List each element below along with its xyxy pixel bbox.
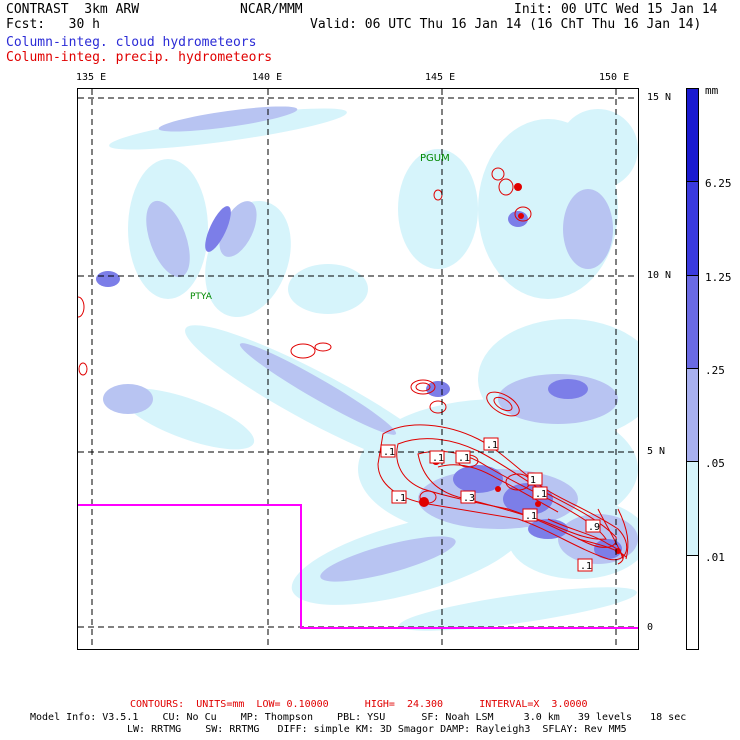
- contour-label-text: .1: [432, 453, 444, 464]
- forecast-hour: Fcst: 30 h: [6, 17, 100, 32]
- contour-label-6: .1: [483, 437, 499, 451]
- cloud-shade-mid: [103, 106, 638, 582]
- contour-label-2: .1: [391, 490, 407, 504]
- contour-label-7: 1: [527, 472, 543, 486]
- lon-label-150: 150 E: [599, 72, 630, 83]
- contour-label-8: .9: [585, 519, 601, 533]
- contour-label-text: .1: [486, 440, 498, 451]
- contour-label-text: .1: [535, 489, 547, 500]
- contour-label-4: .1: [455, 450, 471, 464]
- lon-label-135: 135 E: [76, 72, 107, 83]
- colorbar-level-4: .05: [705, 457, 725, 470]
- field-precip-legend: Column-integ. precip. hydrometeors: [6, 50, 273, 65]
- valid-time: Valid: 06 UTC Thu 16 Jan 14 (16 ChT Thu …: [310, 17, 702, 32]
- contour-label-text: .1: [383, 447, 395, 458]
- lat-label-0: 0: [647, 622, 654, 633]
- contour-label-5: .3: [460, 490, 476, 504]
- map-svg: PGUM PTYA .1 .1 .1 .1 .3 .1 1 .9 .1 .1 .…: [78, 89, 638, 649]
- place-label-ptya: PTYA: [190, 292, 213, 302]
- contour-label-10: .1: [577, 558, 593, 572]
- contour-label-11: .1: [532, 486, 548, 500]
- colorbar-bin-5: [686, 462, 699, 556]
- colorbar-level-3: .25: [705, 364, 725, 377]
- colorbar-level-1: 6.25: [705, 177, 732, 190]
- model-info-line1: Model Info: V3.5.1 CU: No Cu MP: Thompso…: [30, 712, 687, 723]
- map-panel: PGUM PTYA .1 .1 .1 .1 .3 .1 1 .9 .1 .1 .…: [77, 88, 639, 650]
- contour-label-text: .1: [394, 493, 406, 504]
- lat-label-5n: 5 N: [647, 446, 666, 457]
- colorbar-level-2: 1.25: [705, 271, 732, 284]
- lon-label-145: 145 E: [425, 72, 456, 83]
- contours-info: CONTOURS: UNITS=mm LOW= 0.10000 HIGH= 24…: [130, 699, 588, 710]
- init-time: Init: 00 UTC Wed 15 Jan 14: [514, 2, 718, 17]
- colorbar-bin-3: [686, 276, 699, 369]
- contour-label-3: .1: [429, 450, 445, 464]
- contour-label-text: .1: [458, 453, 470, 464]
- model-info-line2: LW: RRTMG SW: RRTMG DIFF: simple KM: 3D …: [127, 724, 627, 735]
- contour-label-text: .3: [463, 493, 475, 504]
- colorbar-bin-4: [686, 369, 699, 462]
- colorbar-bin-2: [686, 182, 699, 276]
- lat-label-10n: 10 N: [647, 270, 672, 281]
- field-cloud-legend: Column-integ. cloud hydrometeors: [6, 35, 257, 50]
- contour-label-text: .9: [588, 522, 600, 533]
- colorbar-units: mm: [705, 84, 719, 97]
- lat-label-15n: 15 N: [647, 92, 672, 103]
- domain-boundary: [78, 504, 638, 629]
- lon-label-140: 140 E: [252, 72, 283, 83]
- colorbar-bin-6: [686, 556, 699, 650]
- contour-label-text: 1: [530, 475, 536, 486]
- precip-contours: [78, 167, 629, 565]
- contour-label-9: .1: [522, 508, 538, 522]
- model-title: CONTRAST 3km ARW: [6, 2, 140, 17]
- place-label-pgum: PGUM: [420, 153, 450, 164]
- colorbar-level-5: .01: [705, 551, 725, 564]
- contour-label-group: .1 .1 .1 .1 .3 .1 1 .9 .1 .1 .1: [380, 437, 601, 572]
- contour-label-text: .1: [580, 561, 592, 572]
- contour-label-1: .1: [380, 444, 396, 458]
- grid-lines: [78, 89, 638, 649]
- contour-label-text: .1: [525, 511, 537, 522]
- center-name: NCAR/MMM: [240, 2, 303, 17]
- colorbar-bin-1: [686, 88, 699, 182]
